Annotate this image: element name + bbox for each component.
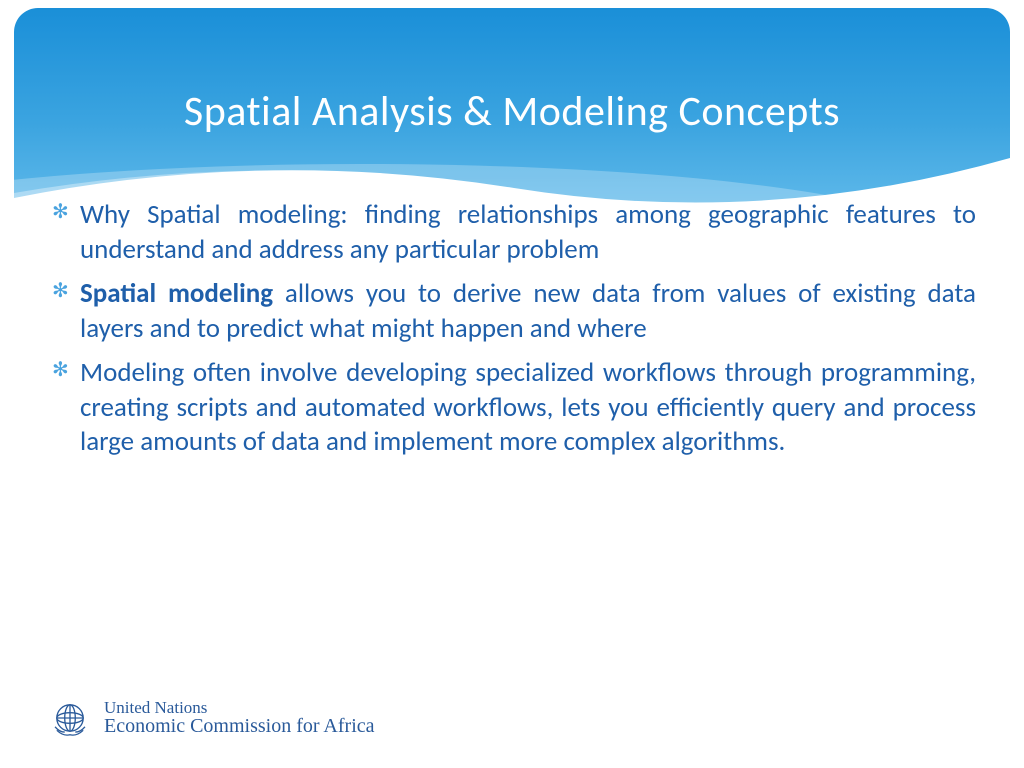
bullet-text: Modeling often involve developing specia…: [80, 356, 976, 458]
slide-title: Spatial Analysis & Modeling Concepts: [14, 86, 1010, 137]
bullet-text: Why Spatial modeling: finding relationsh…: [80, 198, 976, 266]
un-emblem-icon: [48, 696, 92, 740]
bullet-item: Modeling often involve developing specia…: [48, 356, 976, 460]
bullet-bold: Spatial modeling: [80, 277, 273, 310]
bullet-list: Why Spatial modeling: finding relationsh…: [48, 198, 976, 460]
bullet-item: Spatial modeling allows you to derive ne…: [48, 277, 976, 346]
footer-line1: United Nations: [104, 699, 375, 717]
slide-body: Why Spatial modeling: finding relationsh…: [48, 198, 976, 470]
footer-line2: Economic Commission for Africa: [104, 716, 375, 737]
footer-attribution: United Nations Economic Commission for A…: [48, 696, 375, 740]
footer-text: United Nations Economic Commission for A…: [104, 699, 375, 738]
slide: Spatial Analysis & Modeling Concepts Why…: [0, 0, 1024, 768]
bullet-item: Why Spatial modeling: finding relationsh…: [48, 198, 976, 267]
